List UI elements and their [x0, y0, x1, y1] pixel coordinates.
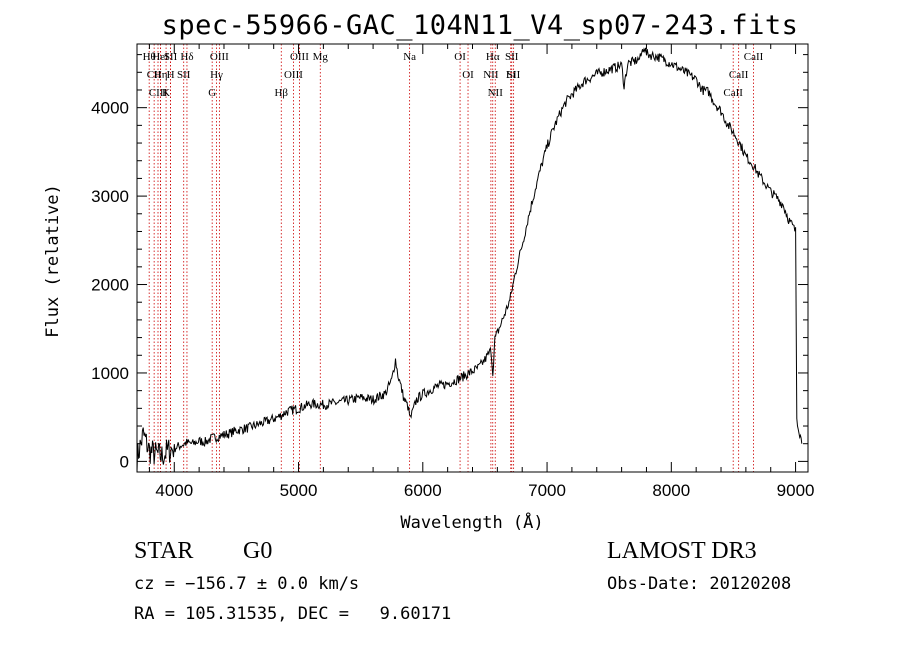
line-label: Na [403, 51, 416, 63]
line-label: OIII [290, 51, 309, 63]
line-label: OI [454, 51, 466, 63]
x-tick-label: 7000 [528, 481, 566, 500]
x-tick-label: 9000 [777, 481, 815, 500]
line-label: H [167, 69, 175, 81]
line-label: Hγ [210, 69, 223, 81]
line-label: Hα [486, 51, 500, 63]
y-axis-label: Flux (relative) [43, 184, 63, 338]
observation-date: Obs-Date: 20120208 [607, 574, 792, 594]
chart-title: spec-55966-GAC_104N11_V4_sp07-243.fits [161, 10, 799, 41]
line-label: OIII [284, 69, 303, 81]
line-label: Hβ [274, 87, 288, 99]
line-label: K [162, 87, 170, 99]
line-label: CaII [729, 69, 749, 81]
line-label: SII [505, 51, 519, 63]
object-class: STAR [134, 538, 194, 564]
x-axis-label: Wavelength (Å) [400, 511, 543, 533]
y-tick-label: 0 [120, 452, 129, 471]
line-label: CaII [723, 87, 743, 99]
object-subclass: G0 [243, 538, 273, 564]
survey-name: LAMOST DR3 [607, 538, 757, 564]
y-tick-label: 4000 [91, 99, 129, 118]
line-label: OI [462, 69, 474, 81]
y-tick-label: 2000 [91, 276, 129, 295]
line-label: HeI [152, 51, 169, 63]
redshift-readout: cz = −156.7 ± 0.0 km/s [134, 574, 360, 594]
y-tick-label: 1000 [91, 364, 129, 383]
line-label: SII [164, 51, 178, 63]
spectrum-line [136, 47, 803, 473]
plot-frame [136, 43, 809, 473]
line-labels: HθCIICIIIHeIHηKSIIHHδSIIOIIIHγGOIIIOIIIH… [143, 51, 764, 99]
line-label: Mg [313, 51, 329, 63]
line-label: OIII [210, 51, 229, 63]
line-label: Hθ [143, 51, 156, 63]
line-label: Hη [154, 69, 168, 81]
line-label: Li [506, 69, 516, 81]
coordinates-readout: RA = 105.31535, DEC = 9.60171 [134, 604, 452, 624]
x-tick-label: 5000 [280, 481, 318, 500]
line-label: NII [488, 87, 504, 99]
x-tick-label: 6000 [404, 481, 442, 500]
line-label: NII [483, 69, 499, 81]
line-label: CIII [149, 87, 168, 99]
x-tick-label: 8000 [652, 481, 690, 500]
line-label: CII [147, 69, 162, 81]
line-label: SII [177, 69, 191, 81]
line-label: SII [507, 69, 521, 81]
y-tick-label: 3000 [91, 187, 129, 206]
line-label: G [208, 87, 216, 99]
line-markers [148, 44, 754, 472]
x-tick-label: 4000 [155, 481, 193, 500]
line-label: Hδ [180, 51, 193, 63]
axis-ticks: 4000 5000 6000 7000 8000 9000 0 1000 2000 3000 400… [91, 44, 814, 500]
line-label: CaII [744, 51, 764, 63]
